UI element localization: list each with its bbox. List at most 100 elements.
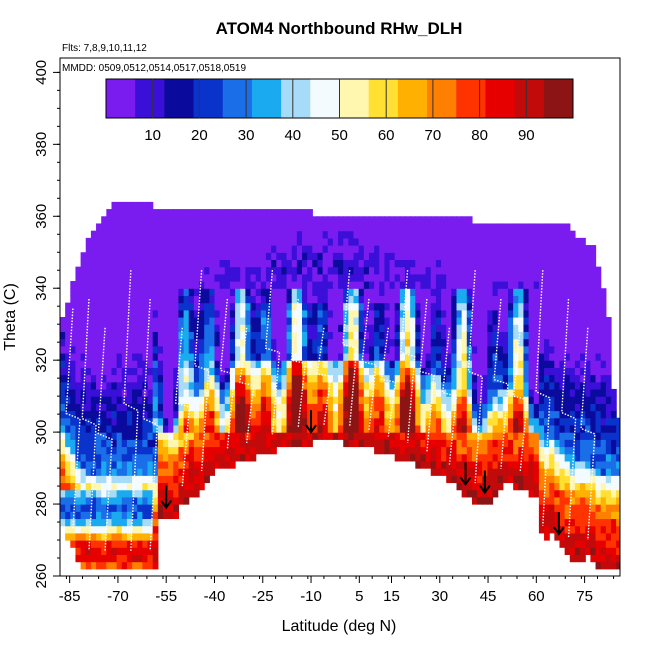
heatmap-cell (441, 237, 447, 246)
heatmap-cell (554, 424, 561, 433)
heatmap-cell (384, 345, 391, 354)
heatmap-cell (80, 417, 87, 426)
heatmap-cell (605, 352, 612, 361)
heatmap-cell (307, 245, 313, 253)
heatmap-cell (538, 281, 545, 289)
heatmap-cell (358, 252, 365, 261)
heatmap-cell (80, 489, 87, 498)
heatmap-cell (497, 281, 504, 289)
heatmap-cell (302, 245, 308, 253)
heatmap-cell (435, 424, 442, 433)
heatmap-cell (374, 273, 380, 282)
heatmap-cell (137, 460, 143, 469)
heatmap-cell (235, 417, 241, 426)
heatmap-cell (245, 331, 252, 340)
heatmap-cell (585, 417, 591, 426)
heatmap-cell (101, 396, 107, 404)
heatmap-cell (590, 302, 597, 311)
heatmap-cell (65, 302, 71, 311)
heatmap-cell (616, 446, 620, 455)
heatmap-cell (574, 388, 581, 397)
heatmap-cell (420, 453, 427, 462)
heatmap-cell (312, 410, 319, 419)
heatmap-cell (173, 424, 180, 433)
heatmap-cell (75, 381, 82, 390)
heatmap-cell (75, 374, 82, 383)
heatmap-cell (348, 259, 355, 268)
heatmap-cell (96, 302, 102, 311)
heatmap-cell (482, 230, 488, 239)
heatmap-cell (132, 554, 138, 563)
heatmap-cell (564, 496, 571, 505)
heatmap-cell (193, 396, 200, 404)
heatmap-cell (477, 345, 483, 354)
heatmap-cell (332, 295, 339, 304)
heatmap-cell (595, 324, 602, 332)
heatmap-cell (482, 295, 488, 304)
heatmap-cell (204, 403, 210, 412)
heatmap-cell (497, 446, 504, 455)
heatmap-cell (435, 237, 442, 246)
heatmap-cell (528, 230, 535, 239)
heatmap-cell (610, 525, 617, 534)
heatmap-cell (415, 417, 422, 426)
heatmap-cell (456, 223, 463, 232)
heatmap-cell (80, 331, 87, 340)
heatmap-cell (235, 252, 241, 261)
heatmap-cell (374, 381, 380, 390)
heatmap-cell (544, 374, 550, 383)
heatmap-cell (291, 381, 298, 390)
heatmap-cell (147, 518, 154, 527)
heatmap-cell (564, 540, 571, 548)
heatmap-cell (559, 324, 566, 332)
heatmap-cell (508, 266, 514, 275)
heatmap-cell (322, 237, 329, 246)
heatmap-cell (106, 331, 113, 340)
heatmap-cell (281, 245, 288, 253)
heatmap-cell (265, 360, 272, 368)
heatmap-cell (121, 338, 128, 347)
heatmap-cell (415, 302, 422, 311)
heatmap-cell (322, 388, 329, 397)
heatmap-cell (528, 360, 535, 368)
heatmap-cell (580, 252, 586, 261)
heatmap-cell (368, 216, 375, 225)
heatmap-cell (137, 309, 143, 318)
heatmap-cell (569, 309, 576, 318)
heatmap-cell (384, 352, 391, 361)
heatmap-cell (137, 511, 143, 520)
heatmap-cell (600, 424, 607, 433)
heatmap-cell (229, 338, 236, 347)
heatmap-cell (96, 460, 102, 469)
heatmap-cell (585, 496, 591, 505)
heatmap-cell (538, 460, 545, 469)
heatmap-cell (394, 295, 401, 304)
heatmap-cell (116, 504, 123, 512)
heatmap-cell (137, 252, 143, 261)
heatmap-cell (348, 252, 355, 261)
heatmap-cell (291, 410, 298, 419)
heatmap-cell (137, 230, 143, 239)
heatmap-cell (497, 475, 504, 484)
heatmap-cell (106, 475, 113, 484)
heatmap-cell (446, 396, 452, 404)
heatmap-cell (363, 281, 370, 289)
heatmap-cell (214, 460, 221, 469)
heatmap-cell (410, 245, 416, 253)
heatmap-cell (302, 295, 308, 304)
heatmap-cell (90, 288, 97, 297)
heatmap-cell (255, 367, 262, 376)
heatmap-cell (85, 561, 92, 570)
heatmap-cell (461, 237, 468, 246)
heatmap-cell (85, 482, 92, 491)
heatmap-cell (580, 496, 586, 505)
heatmap-cell (430, 410, 437, 419)
heatmap-cell (70, 432, 77, 440)
heatmap-cell (508, 273, 514, 282)
heatmap-cell (338, 230, 344, 239)
heatmap-cell (492, 281, 499, 289)
heatmap-cell (574, 237, 581, 246)
heatmap-cell (482, 288, 488, 297)
heatmap-cell (368, 338, 375, 347)
heatmap-cell (446, 439, 452, 448)
